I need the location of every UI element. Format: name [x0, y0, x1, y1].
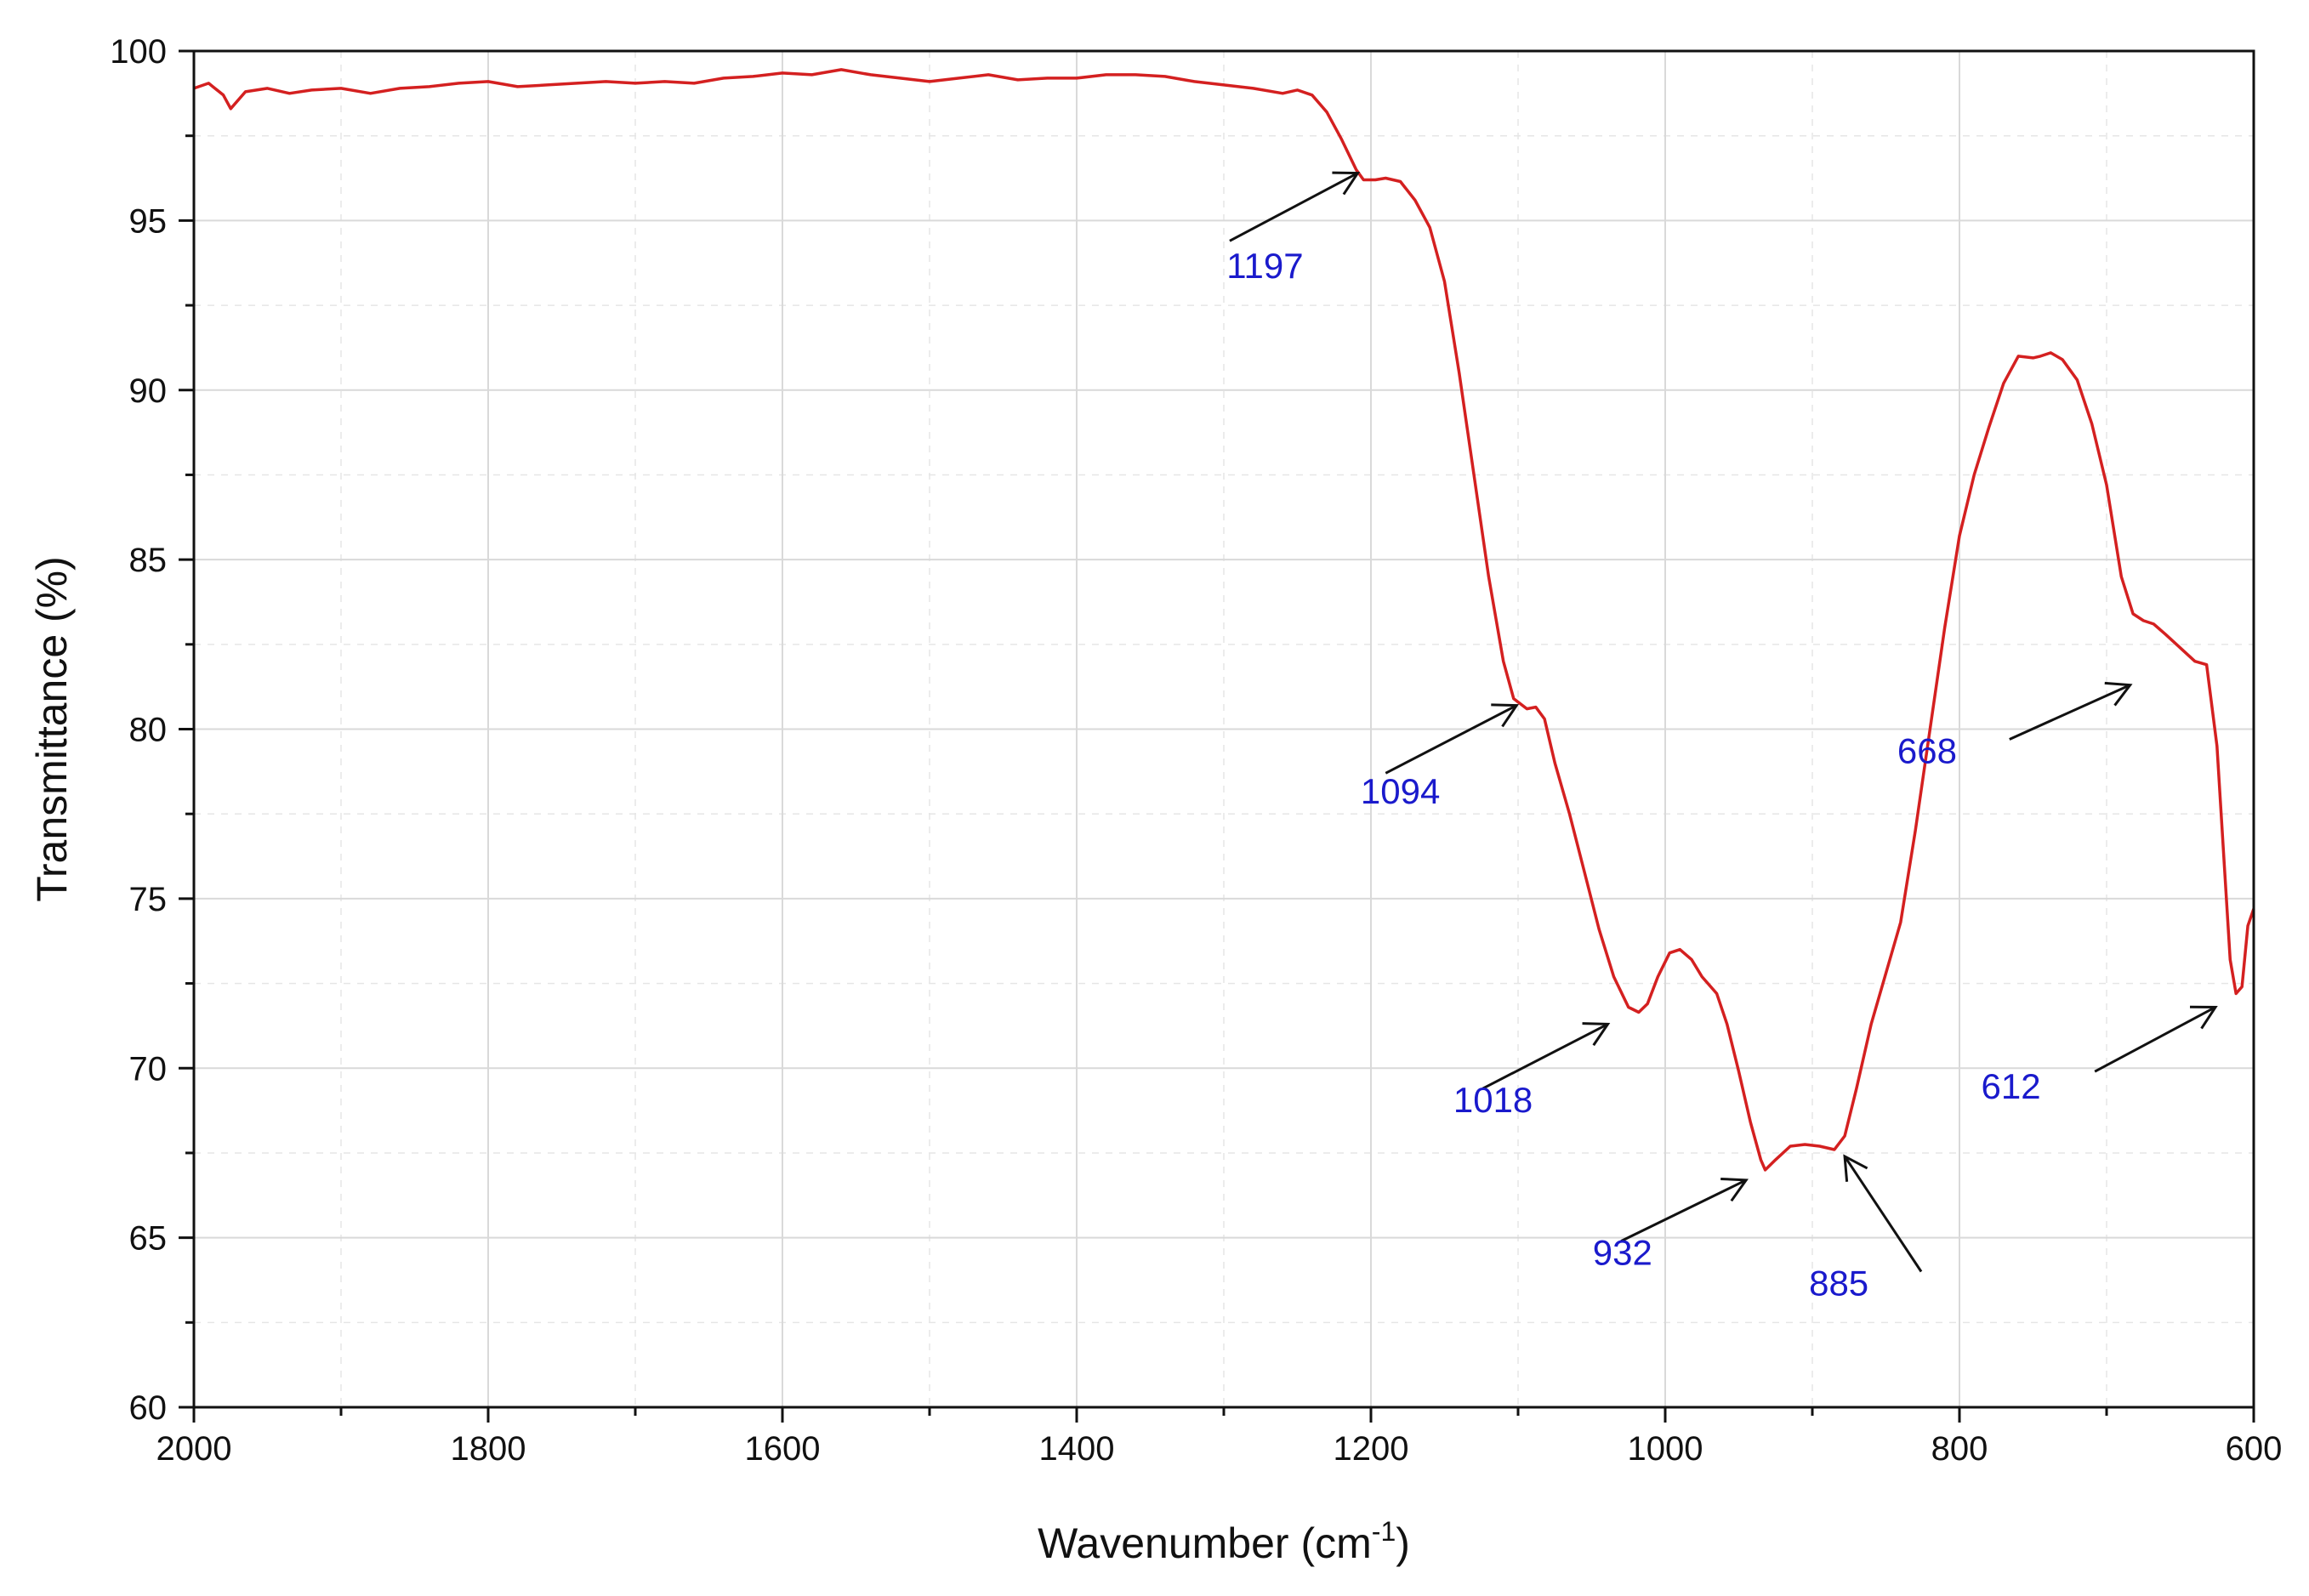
y-tick-label: 100	[110, 33, 167, 71]
x-axis-title: Wavenumber (cm-1)	[1038, 1516, 1410, 1567]
x-tick-label: 600	[2226, 1430, 2283, 1468]
grid-layer	[194, 51, 2254, 1407]
annotation-arrowhead-1094	[1491, 703, 1520, 728]
y-tick-label: 75	[129, 881, 168, 918]
annotation-arrow-885	[1843, 1156, 1923, 1273]
x-tick-label: 2000	[156, 1430, 232, 1468]
tick-layer: 2000 1800 1600 1400 1200 1000 800 600 60 65 70 75 80…	[110, 33, 2282, 1468]
x-axis-title-close: )	[1396, 1519, 1410, 1567]
annotation-arrow-1094	[1385, 704, 1517, 775]
annotation-arrow-932	[1620, 1179, 1747, 1242]
annotation-label-668: 668	[1897, 730, 1957, 770]
spectrum-line	[193, 68, 2255, 1172]
annotation-label-612: 612	[1982, 1066, 2041, 1106]
annotation-label-1094: 1094	[1361, 771, 1440, 811]
annotation-arrowhead-1197	[1332, 171, 1361, 196]
x-tick-label: 1800	[451, 1430, 526, 1468]
x-tick-label: 1000	[1628, 1430, 1703, 1468]
annotation-arrow-1018	[1482, 1023, 1609, 1090]
annotation-label-885: 885	[1809, 1263, 1868, 1303]
line-layer	[193, 68, 2255, 1172]
x-tick-label: 800	[1931, 1430, 1988, 1468]
x-tick-label: 1400	[1039, 1430, 1115, 1468]
y-tick-label: 90	[129, 372, 168, 410]
annotation-label-1197: 1197	[1226, 246, 1303, 286]
annotation-arrowhead-612	[2190, 1005, 2218, 1030]
x-tick-label: 1200	[1334, 1430, 1409, 1468]
x-tick-label: 1600	[745, 1430, 821, 1468]
annotation-arrow-668	[2009, 684, 2131, 741]
annotation-arrowhead-932	[1720, 1177, 1749, 1202]
y-tick-label: 70	[129, 1050, 168, 1088]
annotation-arrow-1197	[1229, 172, 1359, 242]
y-tick-label: 65	[129, 1220, 168, 1258]
annotation-arrow-612	[2094, 1006, 2216, 1073]
y-tick-label: 60	[129, 1389, 168, 1427]
annotation-arrowhead-1018	[1582, 1022, 1611, 1047]
y-axis-title: Transmittance (%)	[28, 556, 76, 902]
annotation-label-1018: 1018	[1453, 1080, 1533, 1120]
y-tick-label: 95	[129, 202, 168, 240]
y-tick-label: 85	[129, 542, 168, 579]
annotation-layer: 1197 1094 1018 932 885 668 612	[1226, 171, 2218, 1303]
annotation-arrowhead-668	[2104, 681, 2133, 707]
y-tick-label: 80	[129, 712, 168, 749]
annotation-arrowhead-885	[1843, 1154, 1868, 1182]
x-axis-title-superscript: -1	[1372, 1516, 1396, 1547]
annotation-label-932: 932	[1593, 1233, 1652, 1273]
